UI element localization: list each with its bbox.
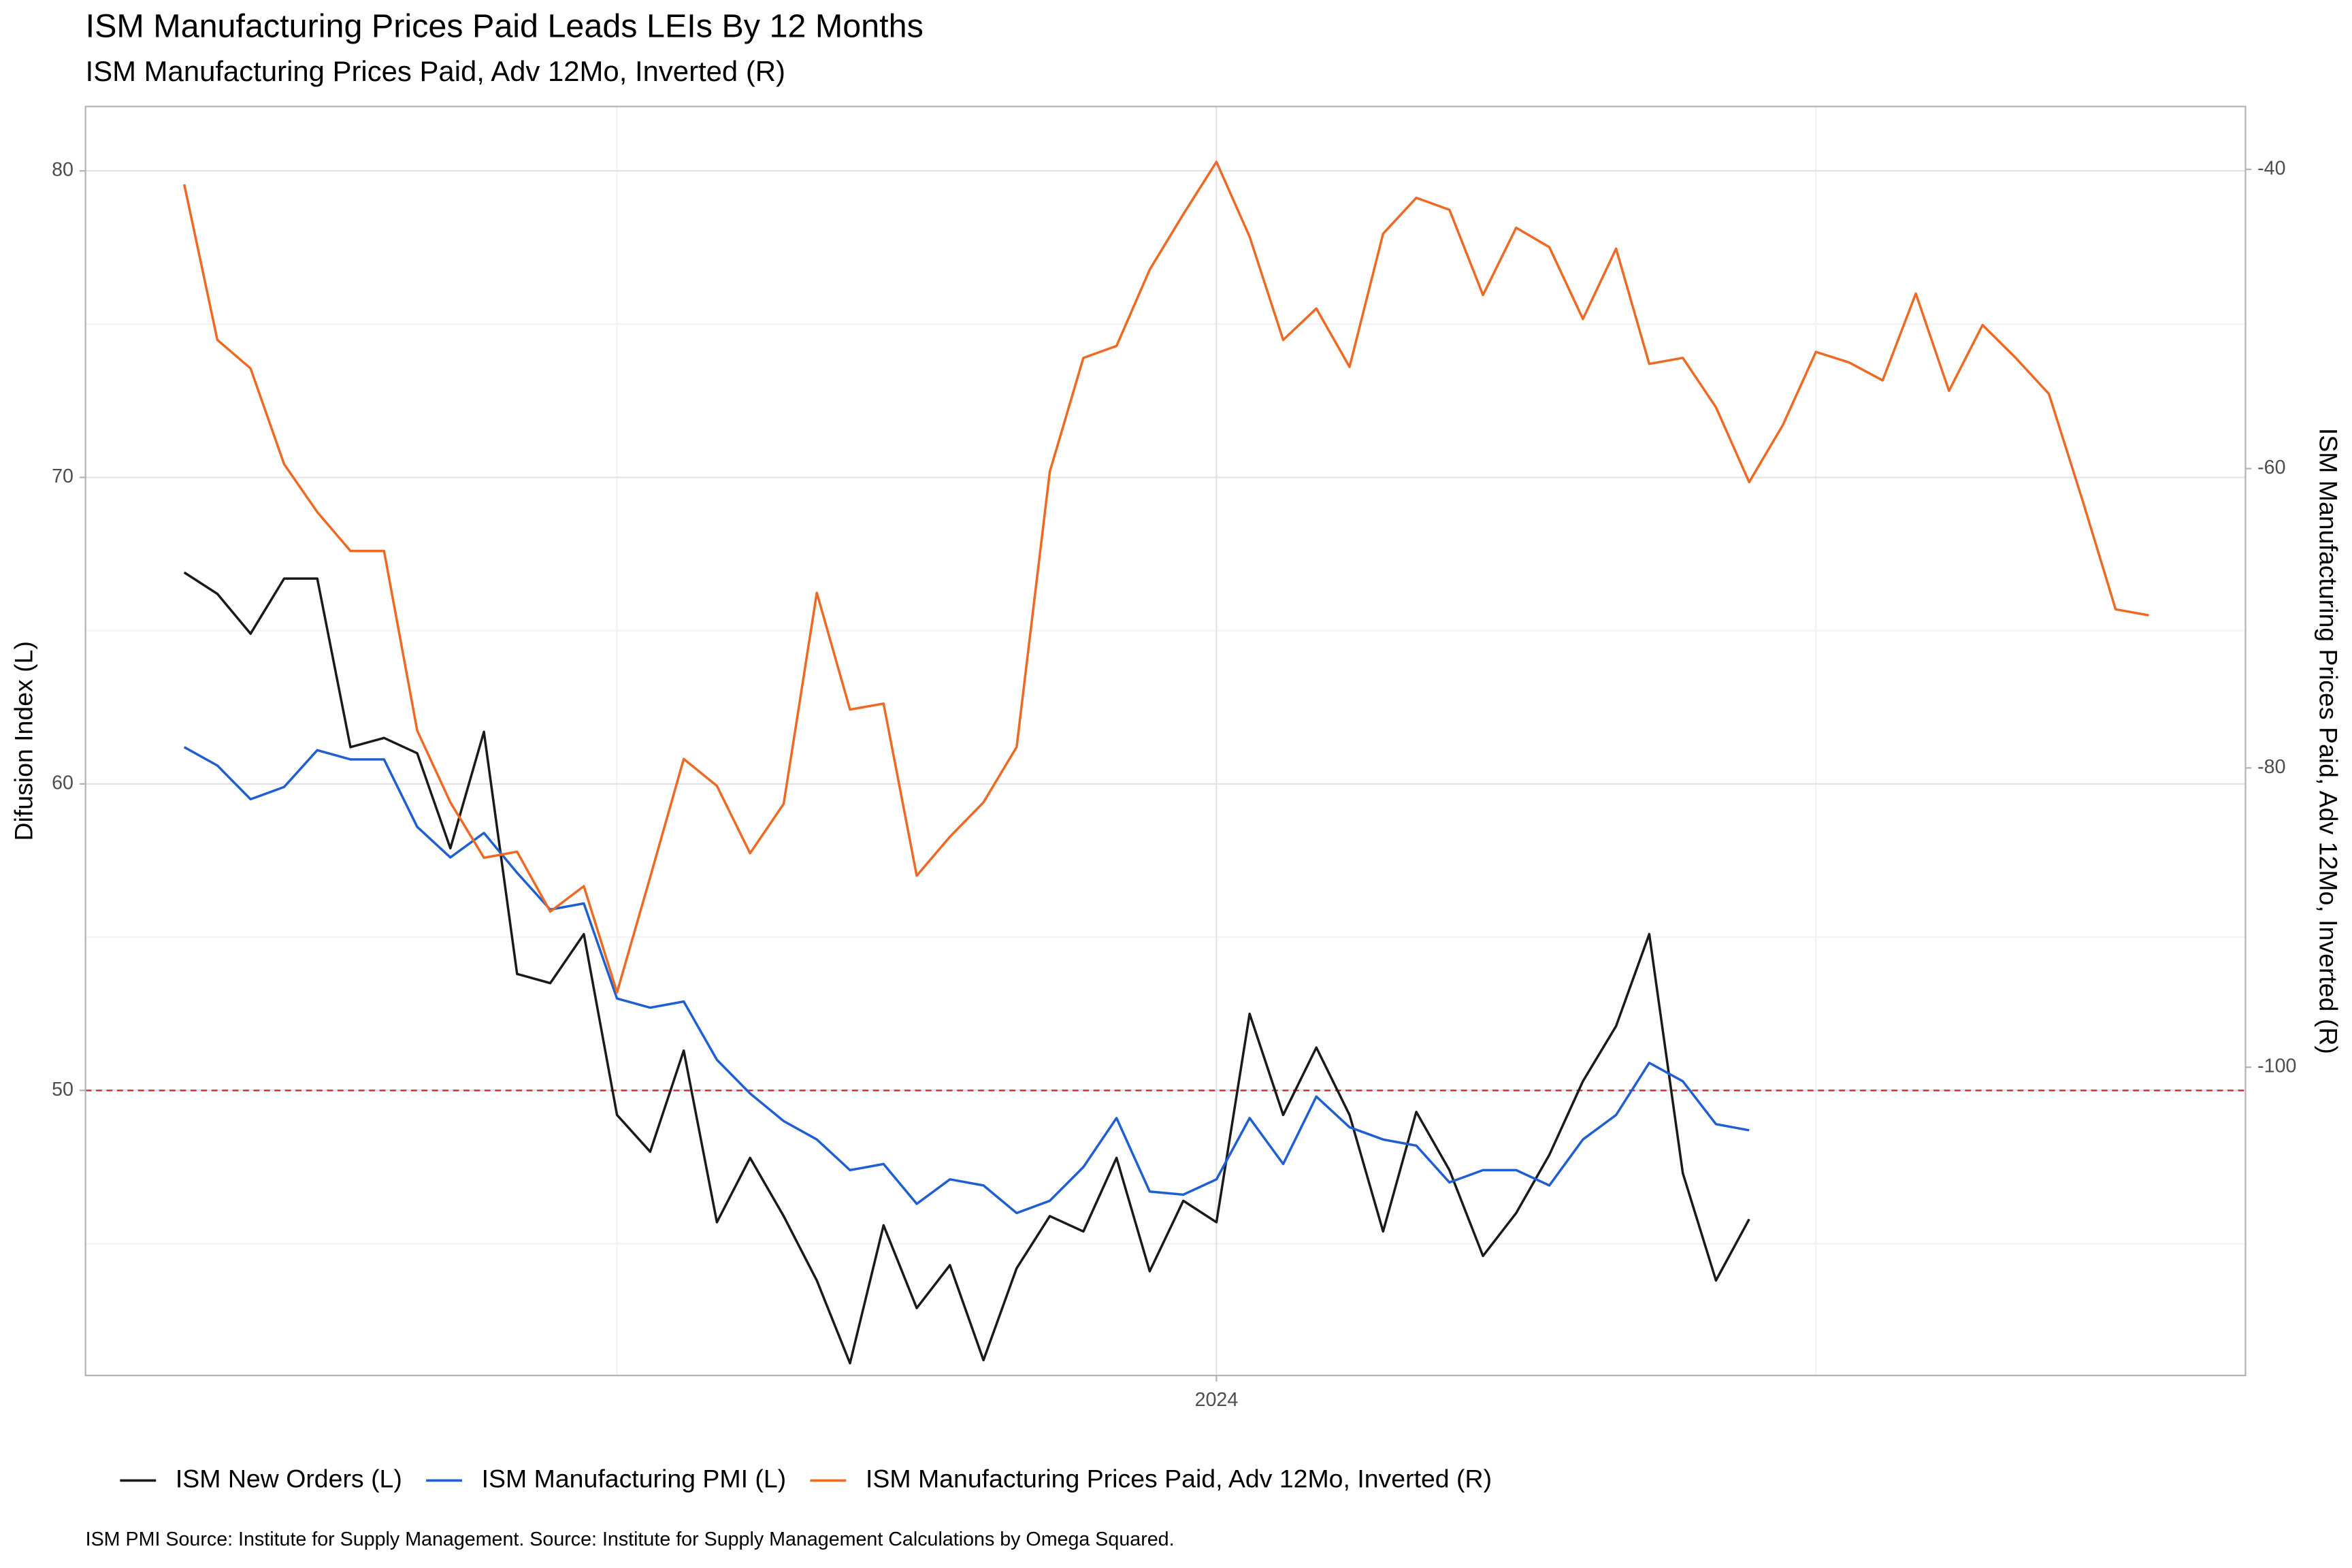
y2-axis-label: ISM Manufacturing Prices Paid, Adv 12Mo,… bbox=[2315, 428, 2343, 1054]
y-tick-label: 60 bbox=[52, 772, 74, 794]
x-tick-label: 2024 bbox=[1195, 1389, 1239, 1411]
chart-subtitle: ISM Manufacturing Prices Paid, Adv 12Mo,… bbox=[86, 55, 785, 87]
plot-border bbox=[84, 105, 2247, 1377]
series-line bbox=[183, 571, 1750, 1365]
legend-label: ISM Manufacturing PMI (L) bbox=[482, 1464, 787, 1492]
caption: ISM PMI Source: Institute for Supply Man… bbox=[86, 1529, 1175, 1550]
legend-label: ISM Manufacturing Prices Paid, Adv 12Mo,… bbox=[866, 1464, 1492, 1492]
y-tick-label: 50 bbox=[52, 1079, 74, 1100]
y-axis-label: Difusion Index (L) bbox=[9, 641, 37, 841]
series-line bbox=[182, 161, 2149, 994]
y-tick-label: 70 bbox=[52, 466, 74, 487]
y2-tick-label: -80 bbox=[2257, 756, 2285, 778]
chart-title: ISM Manufacturing Prices Paid Leads LEIs… bbox=[86, 8, 924, 45]
y2-tick-label: -100 bbox=[2257, 1056, 2296, 1077]
y2-tick-label: -40 bbox=[2257, 157, 2285, 179]
y-tick-label: 80 bbox=[52, 159, 74, 181]
series-line bbox=[183, 746, 1750, 1215]
legend-label: ISM New Orders (L) bbox=[176, 1464, 402, 1492]
y2-tick-label: -60 bbox=[2257, 457, 2285, 478]
